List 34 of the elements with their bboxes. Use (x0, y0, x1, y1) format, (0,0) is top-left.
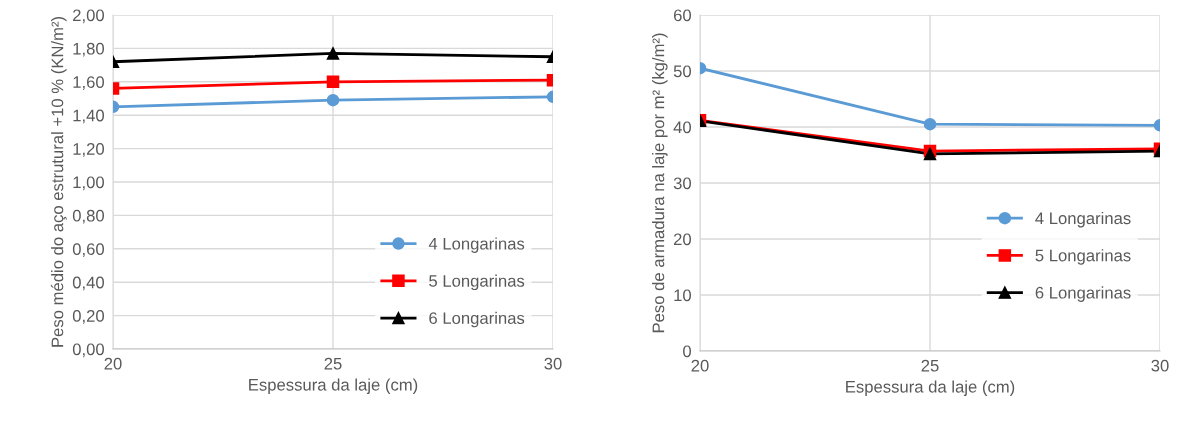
y-tick-label: 40 (673, 121, 692, 134)
x-tick-label: 20 (691, 359, 709, 372)
y-tick-label: 1,80 (73, 42, 105, 57)
y-tick-label: 50 (673, 65, 692, 78)
legend-label: 6 Longarinas (429, 311, 525, 328)
y-tick-label: 0 (683, 345, 692, 358)
y-tick-label: 1,60 (73, 76, 105, 90)
x-tick-label: 30 (1151, 359, 1169, 372)
x-tick-label: 25 (921, 359, 939, 372)
y-axis-title: Peso médio do aço estrutural +10 % (KN/m²) (50, 16, 67, 347)
y-tick-label: 0,60 (72, 243, 105, 257)
x-axis-title: Espessura da laje (cm) (846, 380, 1015, 396)
y-tick-label: 2,00 (73, 9, 105, 24)
x-tick-label: 25 (324, 357, 342, 370)
y-tick-label: 60 (673, 9, 692, 22)
legend-label: 6 Longarinas (1035, 286, 1131, 302)
y-tick-label: 20 (673, 233, 692, 246)
legend-label: 5 Longarinas (429, 274, 525, 291)
y-tick-label: 0,20 (72, 310, 105, 324)
y-tick-label: 1,40 (73, 109, 105, 124)
y-axis-title: Peso de armadura na laje por m² (kg/m²) (652, 33, 668, 333)
y-tick-label: 0,40 (72, 276, 105, 291)
y-tick-label: 1,20 (73, 143, 105, 157)
x-axis-title: Espessura da laje (cm) (249, 378, 418, 394)
y-tick-label: 30 (673, 177, 692, 190)
y-tick-label: 10 (674, 289, 692, 302)
y-tick-label: 1,00 (73, 176, 105, 191)
y-tick-label: 0,80 (72, 209, 105, 224)
legend-label: 4 Longarinas (428, 237, 525, 253)
x-tick-label: 20 (104, 357, 122, 370)
legend-label: 4 Longarinas (1035, 211, 1131, 228)
legend-label: 5 Longarinas (1035, 249, 1131, 265)
y-tick-label: 0,00 (72, 343, 105, 358)
x-tick-label: 30 (544, 357, 562, 370)
